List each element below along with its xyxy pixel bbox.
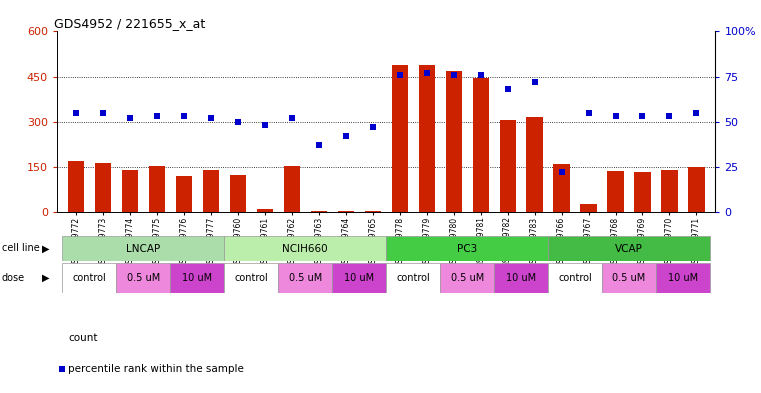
Point	[259, 122, 271, 129]
Point	[690, 110, 702, 116]
Bar	[689, 167, 705, 212]
Bar	[607, 171, 623, 212]
Text: GDS4952 / 221655_x_at: GDS4952 / 221655_x_at	[54, 17, 205, 30]
Point	[528, 79, 540, 85]
Bar	[553, 164, 570, 212]
Point	[447, 72, 460, 78]
Bar	[95, 162, 111, 212]
Bar	[224, 263, 279, 293]
Bar	[116, 263, 170, 293]
Bar	[445, 71, 462, 212]
Point	[636, 113, 648, 119]
Bar	[224, 236, 386, 261]
Bar	[333, 263, 386, 293]
Point	[501, 86, 514, 92]
Bar	[499, 120, 516, 212]
Text: NCIH660: NCIH660	[282, 244, 328, 253]
Point	[475, 72, 487, 78]
Point	[97, 338, 110, 344]
Bar	[338, 211, 354, 212]
Bar	[256, 209, 273, 212]
Bar	[62, 236, 224, 261]
Text: dose: dose	[2, 273, 24, 283]
Text: control: control	[234, 273, 268, 283]
Text: 0.5 uM: 0.5 uM	[451, 273, 484, 283]
Bar	[365, 211, 380, 212]
Bar	[548, 236, 710, 261]
Bar	[635, 171, 651, 212]
Text: 0.5 uM: 0.5 uM	[127, 273, 160, 283]
Bar	[68, 161, 84, 212]
Point	[97, 110, 109, 116]
Bar	[202, 170, 219, 212]
Text: 0.5 uM: 0.5 uM	[613, 273, 645, 283]
Text: 10 uM: 10 uM	[668, 273, 698, 283]
Text: 0.5 uM: 0.5 uM	[288, 273, 322, 283]
Bar	[170, 263, 224, 293]
Text: VCAP: VCAP	[615, 244, 643, 253]
Point	[582, 110, 594, 116]
Text: LNCAP: LNCAP	[126, 244, 161, 253]
Bar	[230, 174, 246, 212]
Point	[313, 142, 325, 149]
Bar	[473, 78, 489, 212]
Bar	[548, 263, 602, 293]
Point	[664, 113, 676, 119]
Text: 10 uM: 10 uM	[183, 273, 212, 283]
Text: PC3: PC3	[457, 244, 477, 253]
Text: control: control	[558, 273, 592, 283]
Point	[339, 133, 352, 140]
Bar	[527, 117, 543, 212]
Point	[124, 115, 136, 121]
Text: 10 uM: 10 uM	[344, 273, 374, 283]
Bar	[149, 165, 165, 212]
Point	[205, 115, 217, 121]
Bar	[661, 170, 677, 212]
Text: cell line: cell line	[2, 243, 40, 253]
Text: count: count	[68, 333, 98, 343]
Bar	[386, 236, 548, 261]
Point	[178, 113, 190, 119]
Point	[556, 169, 568, 176]
Point	[151, 113, 163, 119]
Bar	[62, 263, 116, 293]
Bar	[122, 170, 138, 212]
Bar	[279, 263, 333, 293]
Bar	[440, 263, 494, 293]
Bar	[386, 263, 440, 293]
Bar	[494, 263, 548, 293]
Point	[393, 72, 406, 78]
Point	[367, 124, 379, 130]
Text: 10 uM: 10 uM	[506, 273, 537, 283]
Bar	[602, 263, 656, 293]
Bar	[310, 211, 327, 212]
Text: ▶: ▶	[42, 273, 49, 283]
Text: percentile rank within the sample: percentile rank within the sample	[68, 364, 244, 375]
Bar	[419, 64, 435, 212]
Point	[70, 110, 82, 116]
Bar	[581, 204, 597, 212]
Point	[421, 70, 433, 76]
Text: ▶: ▶	[42, 243, 49, 253]
Point	[285, 115, 298, 121]
Text: control: control	[396, 273, 430, 283]
Bar	[284, 166, 300, 212]
Point	[610, 113, 622, 119]
Bar	[176, 176, 192, 212]
Bar	[656, 263, 710, 293]
Bar	[392, 64, 408, 212]
Text: control: control	[72, 273, 107, 283]
Point	[232, 119, 244, 125]
